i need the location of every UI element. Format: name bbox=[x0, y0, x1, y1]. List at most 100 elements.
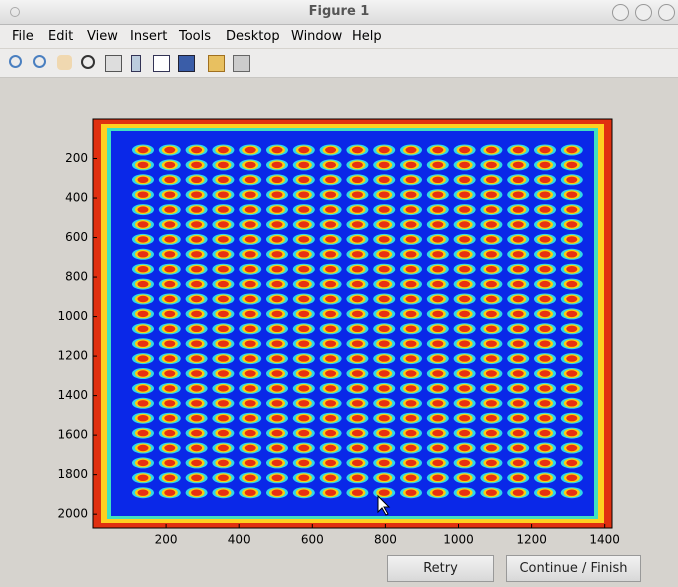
minimize-button[interactable] bbox=[612, 4, 629, 21]
spot-core bbox=[405, 325, 417, 332]
spot-core bbox=[271, 355, 283, 362]
spot-core bbox=[459, 444, 471, 452]
spot-core bbox=[485, 429, 497, 437]
spot-core bbox=[539, 221, 551, 228]
spot-core bbox=[512, 429, 524, 437]
spot-core bbox=[191, 489, 203, 496]
rotate-tool[interactable] bbox=[81, 55, 95, 69]
spot-core bbox=[325, 459, 337, 467]
menu-item[interactable]: Desktop bbox=[226, 29, 280, 44]
spot-core bbox=[137, 295, 149, 303]
spot-core bbox=[164, 191, 176, 198]
spot-core bbox=[191, 429, 203, 437]
retry-button[interactable]: Retry bbox=[387, 555, 494, 582]
spot-core bbox=[351, 191, 363, 198]
spot-core bbox=[459, 206, 471, 213]
spot-core bbox=[217, 280, 229, 288]
spot-core bbox=[432, 266, 444, 273]
zoom-in-tool[interactable] bbox=[9, 55, 22, 68]
print-tool[interactable] bbox=[233, 55, 250, 72]
spot-core bbox=[432, 429, 444, 437]
maximize-button[interactable] bbox=[635, 4, 652, 21]
spot-core bbox=[539, 161, 551, 169]
data-cursor-tool[interactable] bbox=[105, 55, 122, 72]
spot-core bbox=[351, 340, 363, 347]
x-tick-label: 200 bbox=[155, 533, 178, 547]
spot-core bbox=[566, 325, 578, 332]
spot-core bbox=[485, 444, 497, 452]
spot-core bbox=[298, 161, 310, 169]
spot-core bbox=[325, 429, 337, 437]
spot-core bbox=[164, 310, 176, 318]
colorbar-tool[interactable] bbox=[131, 55, 141, 72]
spot-core bbox=[325, 176, 337, 183]
spot-core bbox=[539, 415, 551, 422]
spot-core bbox=[405, 400, 417, 407]
spot-core bbox=[459, 400, 471, 407]
spot-core bbox=[217, 340, 229, 347]
spot-core bbox=[244, 474, 256, 481]
spot-core bbox=[432, 295, 444, 303]
spot-core bbox=[566, 444, 578, 452]
spot-core bbox=[244, 221, 256, 228]
spot-core bbox=[191, 280, 203, 288]
spot-core bbox=[512, 251, 524, 258]
spot-core bbox=[191, 221, 203, 228]
spot-core bbox=[405, 489, 417, 496]
open-tool[interactable] bbox=[208, 55, 225, 72]
spot-core bbox=[512, 295, 524, 303]
spot-core bbox=[271, 221, 283, 228]
spot-core bbox=[351, 176, 363, 183]
spot-core bbox=[271, 191, 283, 198]
menu-item[interactable]: Edit bbox=[48, 29, 74, 44]
zoom-out-tool[interactable] bbox=[33, 55, 46, 68]
spot-core bbox=[191, 146, 203, 154]
spot-core bbox=[485, 415, 497, 422]
spot-core bbox=[459, 146, 471, 154]
spot-core bbox=[378, 161, 390, 169]
spot-core bbox=[217, 489, 229, 496]
menu-item[interactable]: Help bbox=[352, 29, 382, 44]
pan-tool[interactable] bbox=[57, 55, 72, 70]
continue-button[interactable]: Continue / Finish bbox=[506, 555, 641, 582]
spot-core bbox=[539, 429, 551, 437]
spot-core bbox=[459, 310, 471, 318]
spot-core bbox=[298, 474, 310, 481]
spot-core bbox=[432, 176, 444, 183]
spot-core bbox=[539, 340, 551, 347]
spot-core bbox=[351, 221, 363, 228]
spot-core bbox=[566, 266, 578, 273]
spot-core bbox=[485, 325, 497, 332]
menu-item[interactable]: Tools bbox=[179, 29, 212, 44]
spot-core bbox=[244, 161, 256, 169]
spot-core bbox=[378, 236, 390, 243]
spot-core bbox=[539, 310, 551, 318]
menu-item[interactable]: Insert bbox=[130, 29, 168, 44]
spot-core bbox=[271, 459, 283, 467]
spot-core bbox=[539, 176, 551, 183]
spot-core bbox=[405, 429, 417, 437]
menu-item[interactable]: File bbox=[12, 29, 34, 44]
y-tick-label: 1800 bbox=[57, 467, 88, 481]
menu-item[interactable]: Window bbox=[291, 29, 343, 44]
close-button[interactable] bbox=[658, 4, 675, 21]
spot-core bbox=[432, 325, 444, 332]
menu-item[interactable]: View bbox=[87, 29, 118, 44]
y-tick-label: 1000 bbox=[57, 309, 88, 323]
spot-core bbox=[432, 340, 444, 347]
spot-core bbox=[244, 251, 256, 258]
spot-core bbox=[325, 295, 337, 303]
spot-core bbox=[325, 206, 337, 213]
spot-core bbox=[244, 459, 256, 467]
spot-core bbox=[432, 400, 444, 407]
spot-core bbox=[378, 221, 390, 228]
spot-core bbox=[164, 221, 176, 228]
spot-core bbox=[432, 385, 444, 392]
spot-core bbox=[217, 429, 229, 437]
spot-core bbox=[164, 146, 176, 154]
spot-core bbox=[217, 370, 229, 377]
spot-core bbox=[539, 355, 551, 362]
save-tool[interactable] bbox=[178, 55, 195, 72]
spot-core bbox=[244, 415, 256, 422]
legend-tool[interactable] bbox=[153, 55, 170, 72]
